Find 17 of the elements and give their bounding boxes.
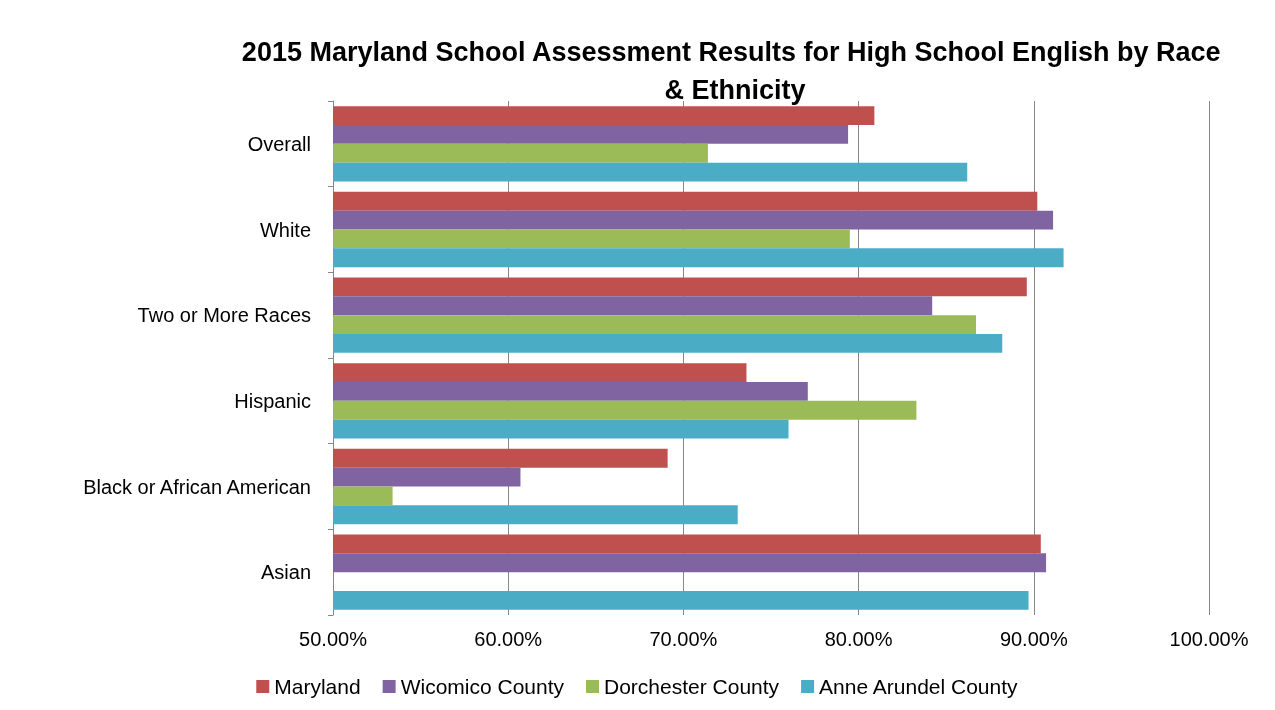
chart-title: 2015 Maryland School Assessment Results for High School English by Race & Ethnicity <box>241 37 1229 105</box>
legend-label: Maryland <box>274 675 361 698</box>
y-tick-label: Overall <box>247 132 311 155</box>
x-tick-label: 100.00% <box>1169 628 1249 650</box>
x-tick-label: 70.00% <box>649 628 718 650</box>
legend-label: Dorchester County <box>604 675 780 698</box>
x-tick-label: 50.00% <box>299 628 368 650</box>
x-tick-label: 60.00% <box>474 628 543 650</box>
x-tick-label: 90.00% <box>999 628 1068 650</box>
y-tick-label: Asian <box>260 561 311 584</box>
y-tick-label: Black or African American <box>83 475 311 498</box>
y-tick-label: Hispanic <box>234 389 311 412</box>
x-tick-label: 80.00% <box>824 628 893 650</box>
y-tick-label: White <box>259 218 311 241</box>
legend-label: Wicomico County <box>400 675 565 698</box>
legend-label: Anne Arundel County <box>819 675 1019 698</box>
y-tick-label: Two or More Races <box>137 304 311 327</box>
